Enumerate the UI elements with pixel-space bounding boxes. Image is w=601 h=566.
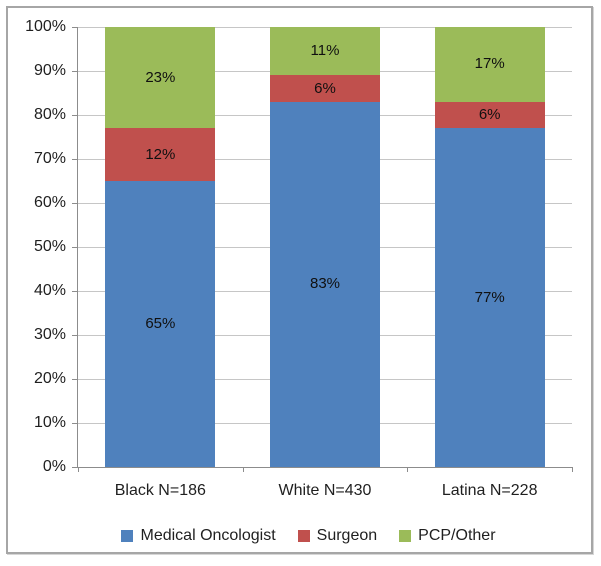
y-axis-tick [72,290,78,292]
bar-segment-label: 6% [314,79,336,97]
legend-label: Surgeon [316,527,378,544]
bar-segment-label: 83% [309,275,341,293]
y-tick-label: 20% [33,370,66,387]
bar-segment-label: 23% [145,68,176,86]
y-tick-label: 30% [33,326,66,343]
chart-legend: Medical Oncologist Surgeon PCP/Other [8,527,601,545]
y-tick-label: 60% [33,194,66,211]
category-label: Latina N=228 [441,482,538,499]
x-axis-tick [407,467,409,472]
y-tick-label: 10% [33,414,66,431]
bar-segment-label: 17% [474,55,505,73]
y-axis-tick [72,466,78,468]
x-axis-tick [572,467,573,472]
y-axis-tick [72,26,78,28]
x-axis-tick [78,467,79,472]
y-tick-label: 70% [33,150,66,167]
bar-segment [105,27,216,129]
bar-segment [105,128,216,181]
legend-item: Surgeon [297,527,378,545]
category-label: White N=430 [278,482,372,499]
bar-segment [434,101,545,129]
legend-item: PCP/Other [399,527,496,545]
bar-segment [270,101,380,467]
y-axis-tick [72,422,78,424]
y-axis-line [77,27,78,468]
bar-segment [434,128,545,467]
chart-border-frame: Medical Oncologist Surgeon PCP/Other 0% 10%… [6,6,593,554]
y-axis-tick [72,246,78,248]
y-tick-label: 0% [42,458,66,475]
y-tick-label: 50% [33,238,66,255]
bar-segment [270,75,380,102]
y-axis-tick [72,378,78,380]
y-tick-label: 90% [33,62,66,79]
y-axis-tick [72,70,78,72]
bar-segment-label: 6% [478,106,501,123]
category-label: Black N=186 [114,482,206,499]
legend-marker-swatch [399,530,412,542]
y-axis-tick [72,158,78,160]
bar-segment-label: 65% [145,315,176,332]
bar-segment-label: 77% [474,288,505,306]
y-axis-tick [72,114,78,116]
legend-label: PCP/Other [418,527,496,544]
x-axis-tick [242,467,244,472]
bar-segment [105,181,216,467]
y-tick-label: 40% [33,282,66,299]
legend-item: Medical Oncologist [121,527,276,545]
legend-label: Medical Oncologist [140,527,276,544]
y-axis-tick [72,202,78,204]
legend-marker-swatch [297,530,310,542]
bar-segment [270,27,380,76]
x-axis-line [78,467,572,468]
bar-segment-label: 12% [145,145,176,163]
bar-segment [434,27,545,102]
y-tick-label: 100% [25,18,66,35]
y-tick-label: 80% [33,106,66,123]
bar-segment-label: 11% [310,42,340,60]
legend-marker-swatch [121,530,134,542]
y-axis-tick [72,334,78,336]
